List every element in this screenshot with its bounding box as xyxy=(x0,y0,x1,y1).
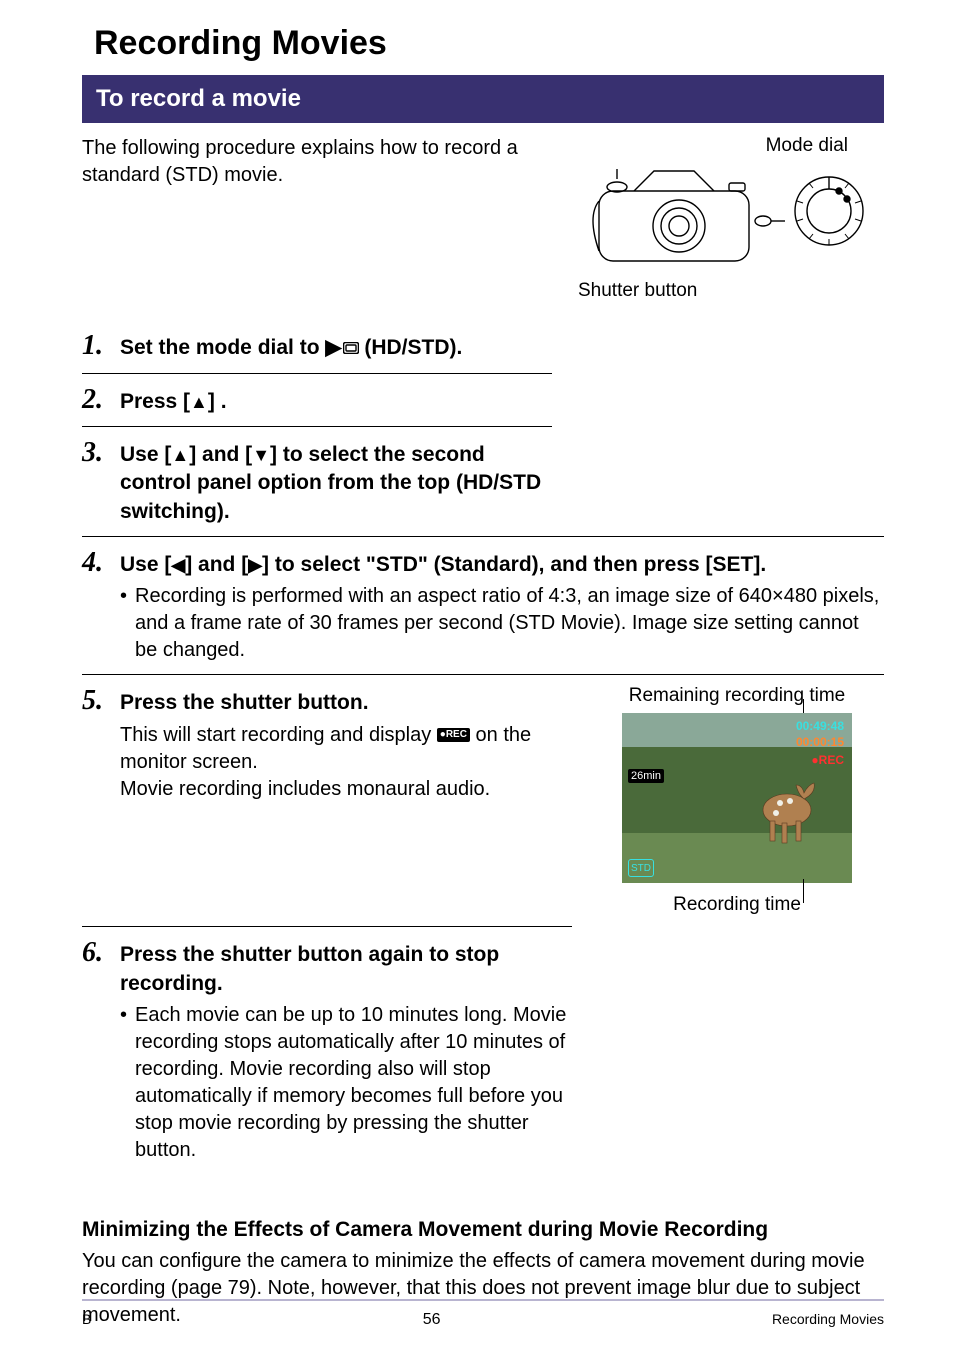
overlay-mode-badge: STD xyxy=(628,859,654,877)
step-number: 3. xyxy=(82,437,110,469)
footer-left: B xyxy=(82,1311,91,1329)
page-footer: B 56 Recording Movies xyxy=(0,1299,954,1329)
up-arrow-icon: ▲ xyxy=(171,443,189,467)
step-title: Set the mode dial to ▶ (HD/STD). xyxy=(120,334,462,363)
step4-text-b: ] and [ xyxy=(185,553,248,576)
recording-time-label: Recording time xyxy=(602,894,872,916)
overlay-rec-indicator: ●REC xyxy=(811,753,844,767)
step-title: Press [▲] . xyxy=(120,388,227,416)
step-number: 6. xyxy=(82,937,110,969)
step-6: 6. Press the shutter button again to sto… xyxy=(82,926,572,1174)
camera-figure: Mode dial xyxy=(574,135,884,302)
step-4: 4. Use [◀] and [▶] to select "STD" (Stan… xyxy=(82,536,884,674)
deer-icon xyxy=(732,765,822,845)
step-1: 1. Set the mode dial to ▶ (HD/STD). xyxy=(82,320,884,373)
down-arrow-icon: ▼ xyxy=(252,443,270,467)
footer-right: Recording Movies xyxy=(772,1311,884,1329)
footer-page-number: 56 xyxy=(91,1311,772,1329)
step-number: 2. xyxy=(82,384,110,416)
bullet-dot: • xyxy=(120,1002,127,1164)
callout-line xyxy=(803,879,804,903)
overlay-elapsed-time: 00:00:15 xyxy=(796,735,844,749)
page-title: Recording Movies xyxy=(94,24,884,63)
step-title: Use [◀] and [▶] to select "STD" (Standar… xyxy=(120,551,766,579)
camera-illustration xyxy=(579,161,879,271)
intro-text: The following procedure explains how to … xyxy=(82,135,554,302)
overlay-remaining-time: 00:49:48 xyxy=(796,719,844,733)
step2-text-a: Press [ xyxy=(120,390,190,413)
rec-indicator-icon: ●REC xyxy=(437,728,470,742)
step4-bullet: Recording is performed with an aspect ra… xyxy=(135,583,884,664)
step1-text-b: (HD/STD). xyxy=(359,336,463,359)
step3-text-b: ] and [ xyxy=(189,443,252,466)
step5-body-a: This will start recording and display xyxy=(120,724,437,746)
step4-text-c: ] to select "STD" (Standard), and then p… xyxy=(262,553,766,576)
step6-bullet: Each movie can be up to 10 minutes long.… xyxy=(135,1002,572,1164)
step2-text-b: ] . xyxy=(208,390,227,413)
step-title: Use [▲] and [▼] to select the second con… xyxy=(120,441,552,526)
step-number: 1. xyxy=(82,330,110,362)
left-arrow-icon: ◀ xyxy=(171,553,185,577)
up-arrow-icon: ▲ xyxy=(190,390,208,414)
step-5: 5. Press the shutter button. This will s… xyxy=(82,674,884,926)
monitor-preview: 00:49:48 00:00:15 ●REC 26min STD xyxy=(622,713,852,883)
step5-body-c: Movie recording includes monaural audio. xyxy=(120,778,490,800)
step-3: 3. Use [▲] and [▼] to select the second … xyxy=(82,426,552,536)
step-number: 4. xyxy=(82,547,110,579)
step5-body: This will start recording and display ●R… xyxy=(120,722,572,803)
shutter-button-label: Shutter button xyxy=(574,280,884,302)
movie-mode-icon: ▶ xyxy=(325,334,358,362)
step-title: Press the shutter button again to stop r… xyxy=(120,941,572,998)
step-title: Press the shutter button. xyxy=(120,689,369,717)
mode-dial-label: Mode dial xyxy=(574,135,884,157)
bullet-dot: • xyxy=(120,583,127,664)
step-2: 2. Press [▲] . xyxy=(82,373,552,426)
step4-text-a: Use [ xyxy=(120,553,171,576)
step-number: 5. xyxy=(82,685,110,717)
overlay-left-badge: 26min xyxy=(628,769,664,783)
right-arrow-icon: ▶ xyxy=(248,553,262,577)
subsection-heading: Minimizing the Effects of Camera Movemen… xyxy=(82,1218,884,1242)
step3-text-a: Use [ xyxy=(120,443,171,466)
step1-text-a: Set the mode dial to xyxy=(120,336,325,359)
section-heading: To record a movie xyxy=(82,75,884,123)
remaining-time-label: Remaining recording time xyxy=(602,685,872,707)
